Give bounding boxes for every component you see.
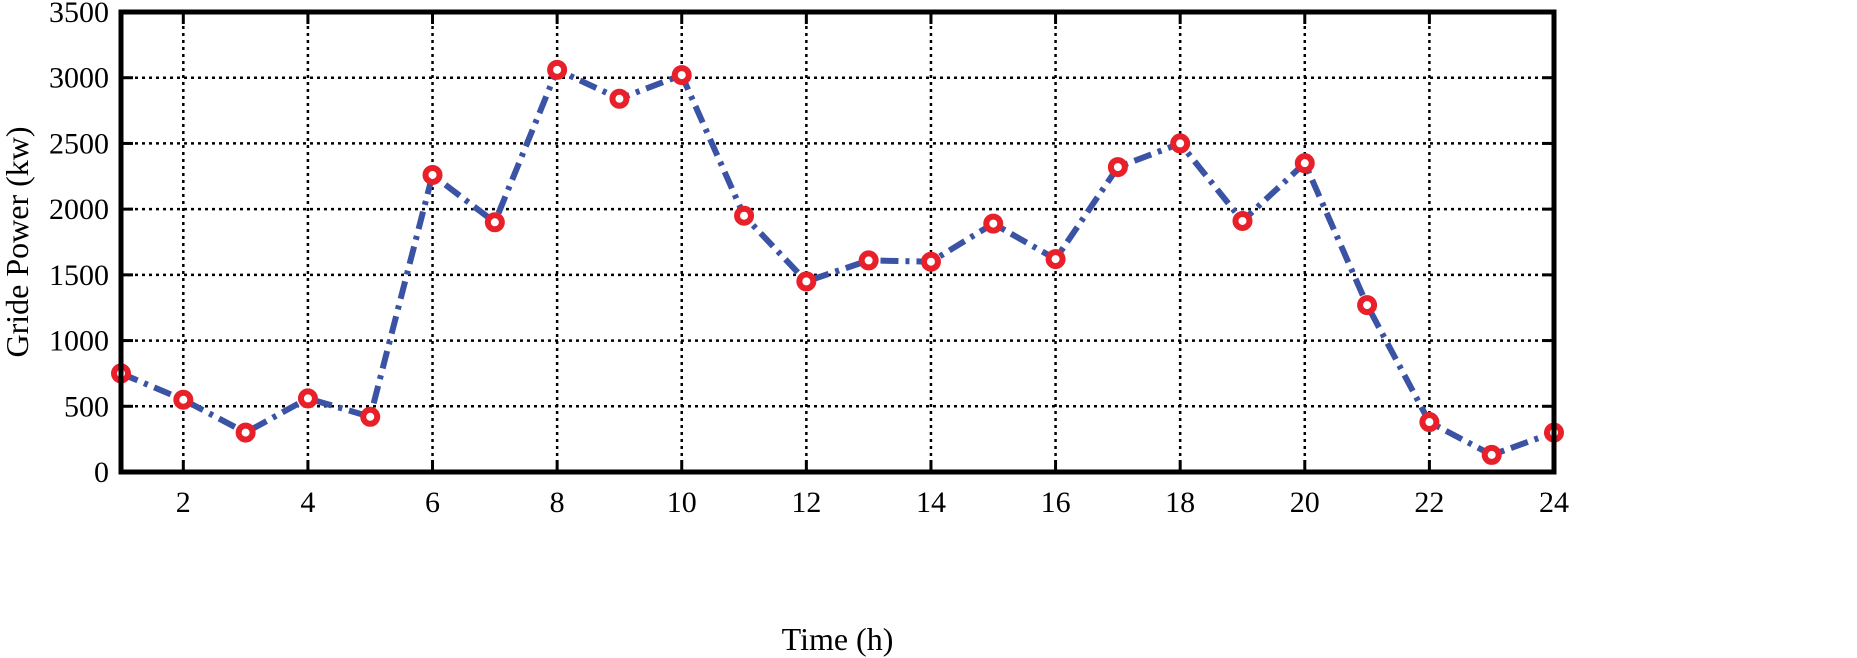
x-tick-label-6: 6 [425, 486, 440, 519]
data-point-5 [360, 406, 381, 427]
series-layer [111, 59, 1564, 465]
y-tick-label-1500: 1500 [49, 259, 109, 292]
data-point-7 [484, 212, 505, 233]
data-point-22 [1419, 412, 1440, 433]
x-axis-label: Time (h) [782, 621, 894, 657]
data-point-14 [920, 251, 941, 272]
data-point-15 [983, 213, 1004, 234]
y-axis-label: Gride Power (kw) [0, 126, 35, 357]
x-tick-label-4: 4 [300, 486, 315, 519]
data-point-6 [422, 164, 443, 185]
plot-frame [118, 9, 1557, 475]
x-tick-label-24: 24 [1539, 486, 1569, 519]
y-tick-label-3000: 3000 [49, 62, 109, 95]
data-point-16 [1045, 249, 1066, 270]
data-point-4 [297, 388, 318, 409]
grid-lines [121, 12, 1554, 472]
x-tick-label-14: 14 [916, 486, 946, 519]
x-axis-tick-labels: 2 4 6 8 10 12 14 16 18 20 22 24 [176, 486, 1569, 519]
data-point-3 [235, 422, 256, 443]
data-point-23 [1481, 444, 1502, 465]
x-tick-label-18: 18 [1165, 486, 1195, 519]
data-point-10 [671, 65, 692, 86]
x-tick-label-10: 10 [667, 486, 697, 519]
data-point-17 [1107, 157, 1128, 178]
x-tick-label-22: 22 [1414, 486, 1444, 519]
data-point-13 [858, 250, 879, 271]
series-line-0 [119, 66, 1556, 458]
y-tick-label-3500: 3500 [49, 0, 109, 29]
data-point-8 [547, 59, 568, 80]
x-tick-label-16: 16 [1041, 486, 1071, 519]
x-tick-label-8: 8 [550, 486, 565, 519]
x-tick-label-12: 12 [791, 486, 821, 519]
y-tick-label-2500: 2500 [49, 127, 109, 160]
x-tick-label-2: 2 [176, 486, 191, 519]
data-point-2 [173, 389, 194, 410]
y-tick-label-500: 500 [64, 390, 109, 423]
data-point-20 [1294, 153, 1315, 174]
y-tick-label-1000: 1000 [49, 325, 109, 358]
data-point-19 [1232, 210, 1253, 231]
tick-marks [121, 10, 1556, 474]
y-tick-label-2000: 2000 [49, 193, 109, 226]
data-point-18 [1170, 133, 1191, 154]
data-point-12 [796, 271, 817, 292]
data-point-11 [734, 205, 755, 226]
data-point-21 [1357, 295, 1378, 316]
y-axis-tick-labels: 0 500 1000 1500 2000 2500 3000 3500 [49, 0, 109, 489]
data-point-9 [609, 88, 630, 109]
x-tick-label-20: 20 [1290, 486, 1320, 519]
y-tick-label-0: 0 [94, 456, 109, 489]
